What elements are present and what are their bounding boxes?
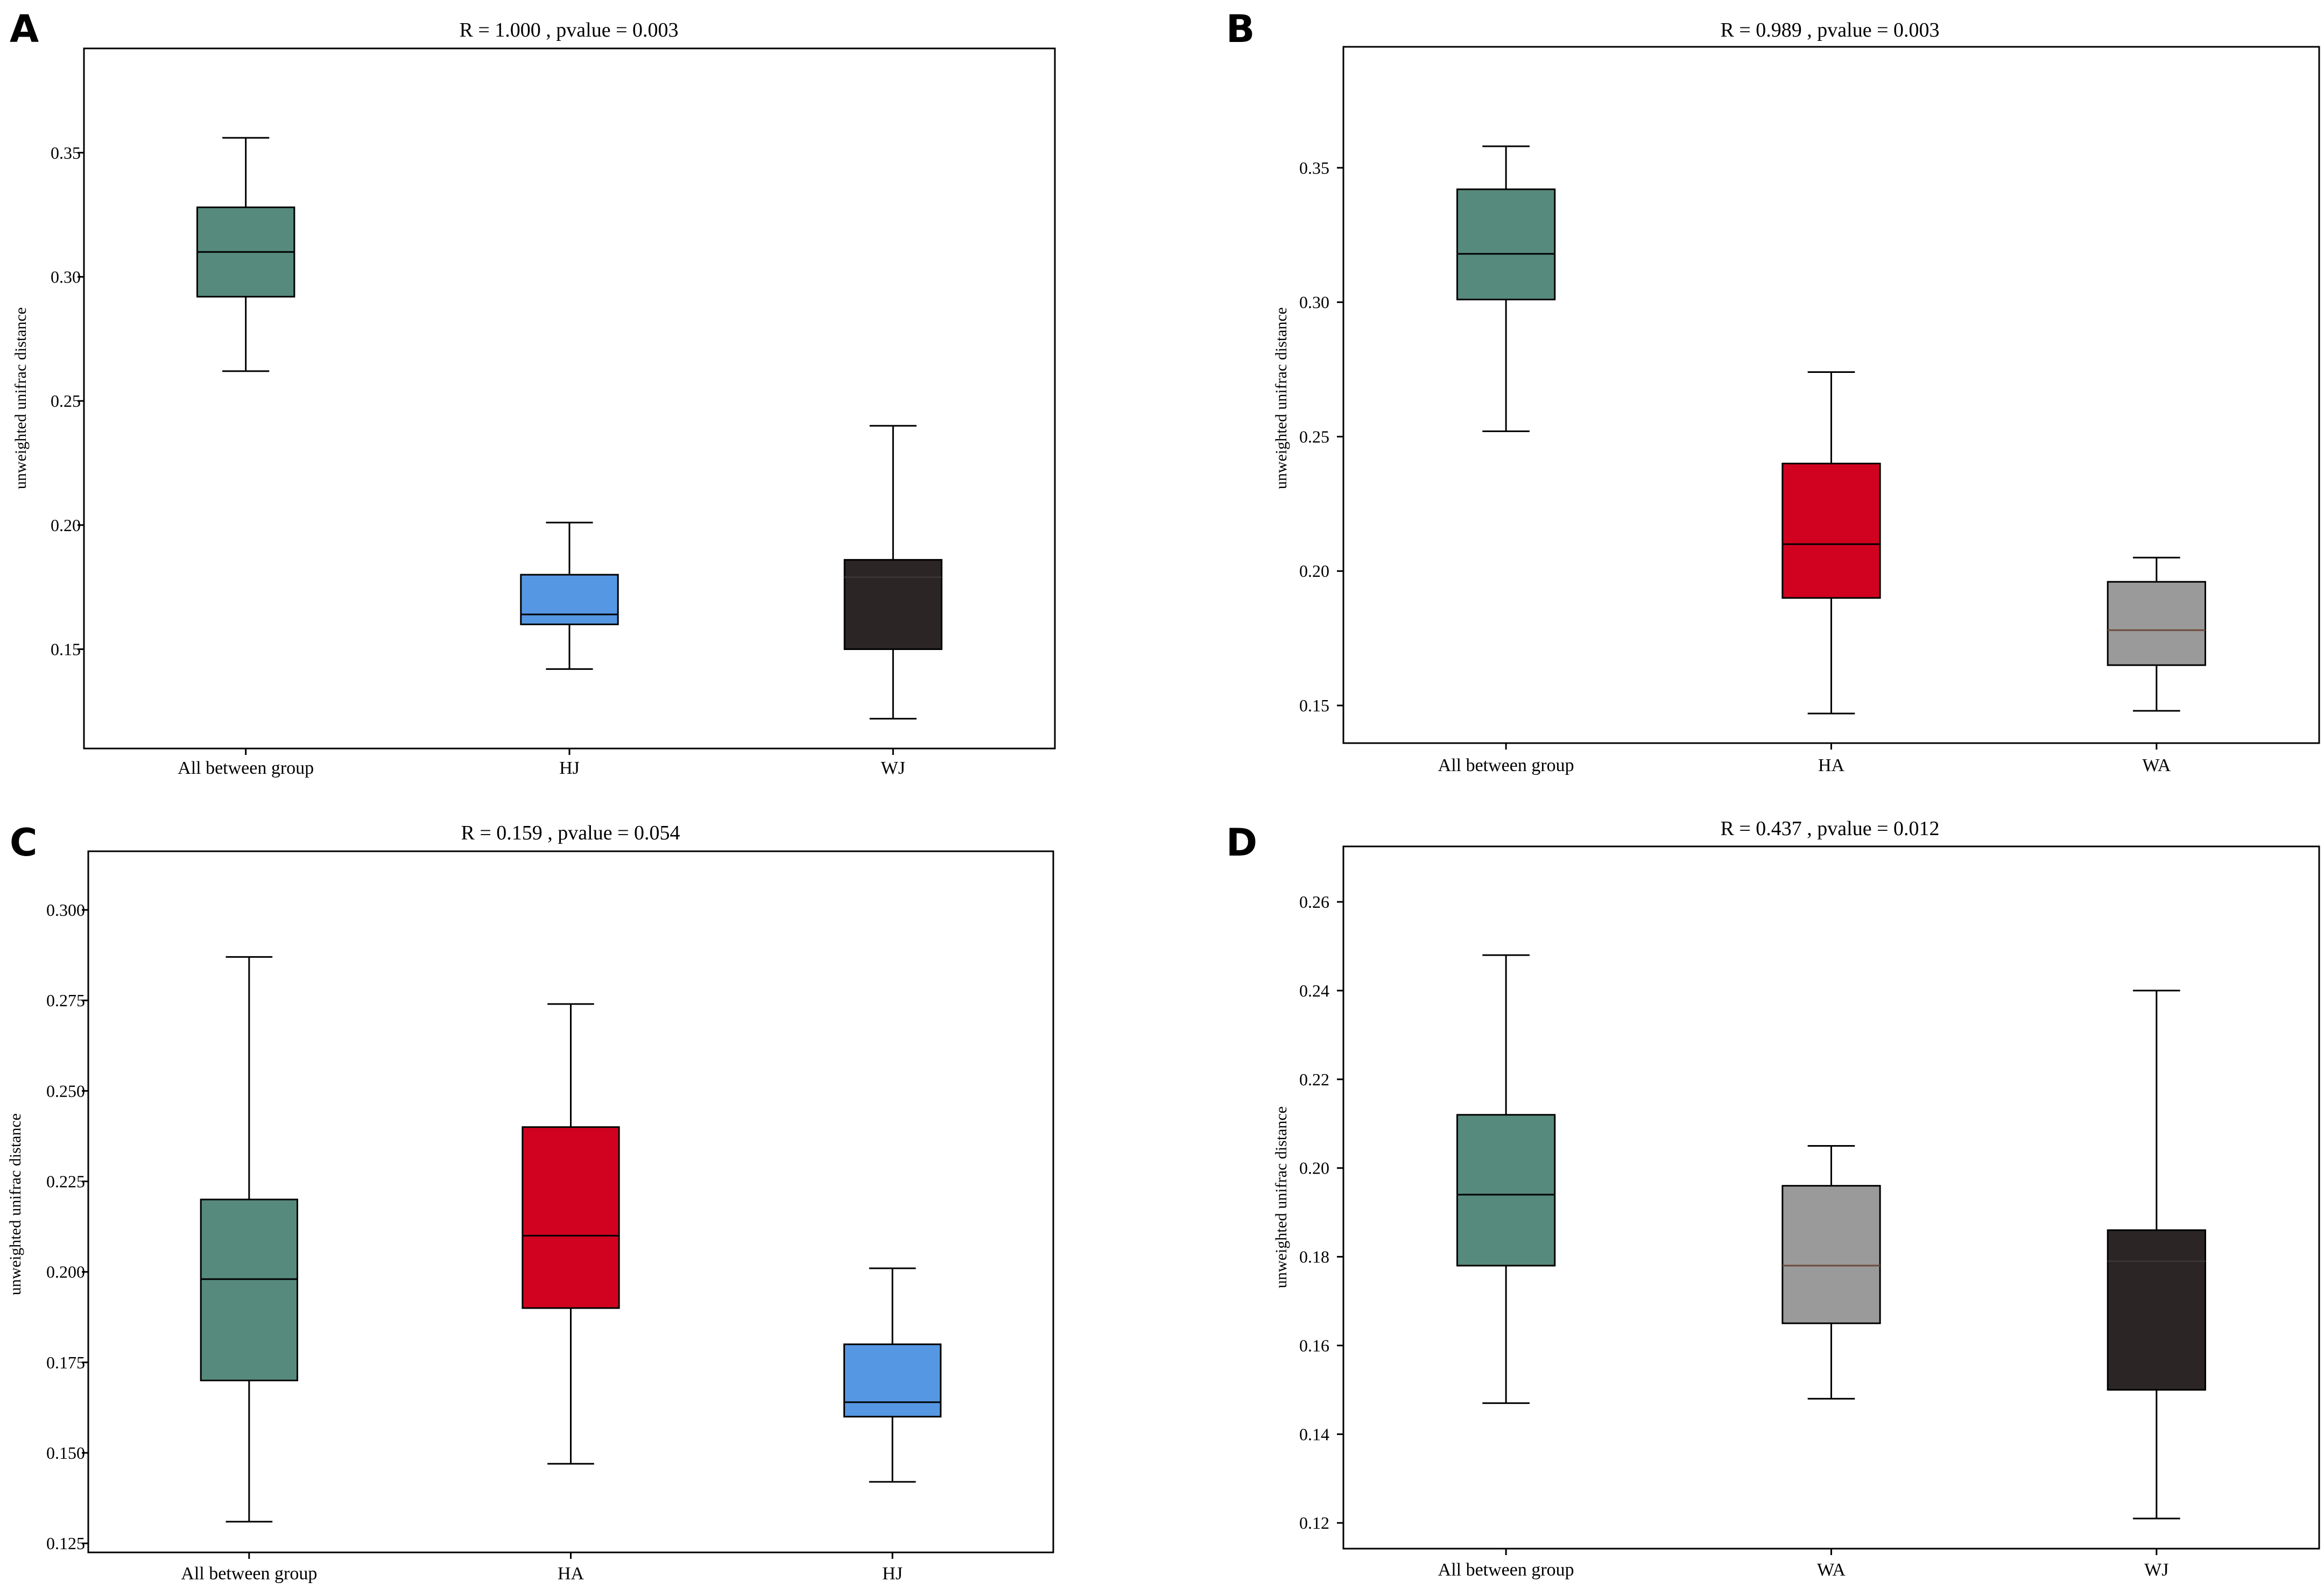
x-tick-label: WA: [1817, 1560, 1846, 1580]
y-tick-label: 0.26: [1299, 892, 1329, 912]
box-wa: [1781, 1185, 1881, 1324]
box-wa: [2107, 581, 2206, 666]
x-tick-label: HA: [1818, 755, 1845, 775]
x-tick-label: WA: [2142, 755, 2171, 775]
y-tick-label: 0.22: [1299, 1070, 1329, 1089]
panel-d: D R = 0.437 , pvalue = 0.012 unweighted …: [1226, 817, 2320, 1580]
y-tick-label: 0.15: [51, 639, 81, 659]
panel-letter-d: D: [1226, 821, 1257, 865]
y-tick-label: 0.15: [1299, 696, 1329, 715]
x-tick-label: HJ: [559, 758, 580, 778]
box-wj: [843, 559, 943, 650]
y-tick-label: 0.125: [46, 1534, 85, 1553]
x-tick-label: All between group: [178, 758, 314, 778]
box-hj: [843, 1343, 942, 1418]
y-axis-label-c: unweighted unifrac distance: [6, 1113, 24, 1295]
x-tick-label: All between group: [1438, 755, 1574, 775]
x-tick-label: WJ: [881, 758, 905, 778]
y-tick-label: 0.16: [1299, 1336, 1329, 1355]
box-all-between-group: [200, 1198, 298, 1381]
y-tick-label: 0.30: [51, 267, 81, 286]
y-tick-label: 0.20: [1299, 1159, 1329, 1178]
box-hj: [520, 574, 619, 625]
y-tick-label: 0.24: [1299, 981, 1329, 1000]
x-tick-label: HA: [558, 1564, 584, 1584]
x-tick-label: WJ: [2144, 1560, 2168, 1580]
y-tick-label: 0.200: [46, 1262, 85, 1282]
panel-b: B R = 0.989 , pvalue = 0.003 unweighted …: [1226, 7, 2320, 775]
y-tick-label: 0.175: [46, 1353, 85, 1372]
y-tick-label: 0.18: [1299, 1247, 1329, 1267]
x-tick-label: All between group: [1438, 1560, 1574, 1580]
box-all-between-group: [1456, 1114, 1556, 1267]
y-tick-label: 0.35: [1299, 158, 1329, 178]
box-ha: [1781, 462, 1881, 599]
box-all-between-group: [1456, 188, 1556, 301]
panel-c: C R = 0.159 , pvalue = 0.054 unweighted …: [6, 821, 1054, 1584]
chart-title-a: R = 1.000 , pvalue = 0.003: [460, 19, 679, 41]
y-tick-label: 0.20: [51, 515, 81, 535]
y-tick-label: 0.250: [46, 1081, 85, 1100]
panel-a: A R = 1.000 , pvalue = 0.003 unweighted …: [10, 7, 1056, 778]
y-tick-label: 0.25: [1299, 427, 1329, 446]
panel-letter-b: B: [1226, 7, 1255, 51]
y-tick-label: 0.20: [1299, 561, 1329, 581]
box-ha: [522, 1126, 620, 1309]
chart-title-d: R = 0.437 , pvalue = 0.012: [1721, 817, 1940, 840]
y-tick-label: 0.14: [1299, 1424, 1329, 1444]
chart-title-c: R = 0.159 , pvalue = 0.054: [461, 822, 680, 844]
panel-letter-a: A: [10, 7, 39, 51]
y-tick-label: 0.275: [46, 991, 85, 1010]
panel-letter-c: C: [10, 821, 37, 865]
y-tick-label: 0.30: [1299, 293, 1329, 312]
x-tick-label: All between group: [181, 1564, 317, 1584]
y-axis-label-b: unweighted unifrac distance: [1272, 307, 1290, 489]
y-tick-label: 0.12: [1299, 1513, 1329, 1532]
y-axis-label-d: unweighted unifrac distance: [1272, 1106, 1290, 1288]
y-tick-label: 0.150: [46, 1443, 85, 1463]
y-axis-label-a: unweighted unifrac distance: [12, 307, 30, 489]
x-tick-label: HJ: [882, 1564, 903, 1584]
chart-title-b: R = 0.989 , pvalue = 0.003: [1721, 19, 1940, 41]
y-tick-label: 0.25: [51, 391, 81, 411]
y-tick-label: 0.300: [46, 900, 85, 920]
y-tick-label: 0.35: [51, 143, 81, 163]
y-tick-label: 0.225: [46, 1171, 85, 1191]
box-wj: [2107, 1229, 2206, 1391]
